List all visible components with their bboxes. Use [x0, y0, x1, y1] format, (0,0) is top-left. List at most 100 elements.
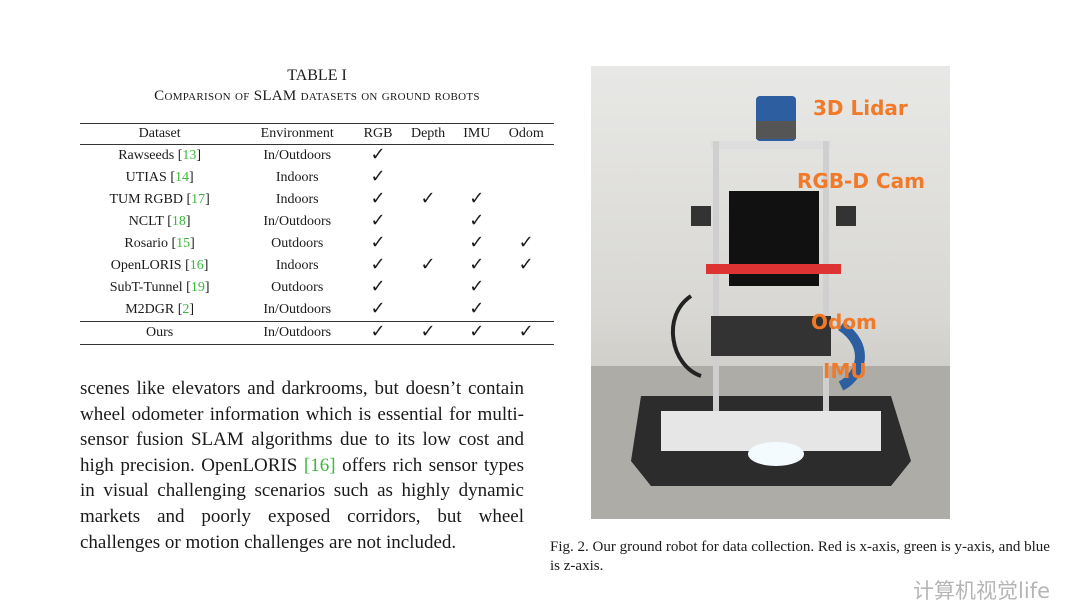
check-icon: ✓	[469, 232, 485, 253]
rgb-cell: ✓	[355, 322, 401, 345]
check-icon: ✓	[370, 232, 386, 253]
imu-cell: ✓	[455, 255, 498, 277]
imu-cell: ✓	[455, 211, 498, 233]
body-paragraph: scenes like elevators and darkrooms, but…	[80, 376, 524, 555]
check-icon: ✓	[370, 276, 386, 297]
table-row: UTIAS [14] Indoors ✓	[80, 167, 554, 189]
odom-cell: ✓	[498, 233, 554, 255]
table-row: OpenLORIS [16] Indoors ✓ ✓ ✓ ✓	[80, 255, 554, 277]
imu-cell	[455, 145, 498, 168]
citation-link[interactable]: 17	[191, 192, 206, 207]
dataset-cell: Rosario [15]	[124, 236, 195, 251]
check-icon: ✓	[370, 321, 386, 342]
dataset-cell: M2DGR [2]	[125, 302, 195, 317]
imu-cell: ✓	[455, 233, 498, 255]
check-icon: ✓	[469, 188, 485, 209]
dataset-cell: OpenLORIS [16]	[110, 258, 209, 273]
table-row: M2DGR [2] In/Outdoors ✓ ✓	[80, 299, 554, 322]
environment-cell: Outdoors	[271, 236, 324, 251]
imu-cell: ✓	[455, 277, 498, 299]
column-header: Odom	[508, 126, 544, 141]
depth-cell	[401, 299, 455, 322]
rgb-cell: ✓	[355, 299, 401, 322]
rgb-cell: ✓	[355, 255, 401, 277]
check-icon: ✓	[370, 298, 386, 319]
depth-cell: ✓	[401, 189, 455, 211]
citation-link[interactable]: 13	[182, 148, 197, 163]
odom-cell	[498, 299, 554, 322]
environment-cell: In/Outdoors	[263, 148, 332, 163]
citation-link[interactable]: [16]	[303, 454, 336, 476]
check-icon: ✓	[518, 254, 534, 275]
citation-link[interactable]: 15	[176, 236, 191, 251]
table-row: Rosario [15] Outdoors ✓ ✓ ✓	[80, 233, 554, 255]
table-row: Rawseeds [13] In/Outdoors ✓	[80, 145, 554, 168]
rgb-cell: ✓	[355, 167, 401, 189]
environment-cell: In/Outdoors	[263, 325, 332, 340]
odom-cell	[498, 145, 554, 168]
rgb-cell: ✓	[355, 189, 401, 211]
label-rgbd-cam: RGB-D Cam	[797, 169, 925, 193]
robot-photo: 3D Lidar RGB-D Cam Odom IMU	[591, 66, 950, 519]
odom-cell	[498, 211, 554, 233]
check-icon: ✓	[370, 188, 386, 209]
check-icon: ✓	[469, 298, 485, 319]
environment-cell: In/Outdoors	[263, 302, 332, 317]
environment-cell: Outdoors	[271, 280, 324, 295]
check-icon: ✓	[420, 254, 436, 275]
rgb-cell: ✓	[355, 233, 401, 255]
citation-link[interactable]: 14	[174, 170, 189, 185]
rgb-cell: ✓	[355, 277, 401, 299]
column-header: RGB	[363, 126, 393, 141]
citation-link[interactable]: 18	[171, 214, 186, 229]
citation-link[interactable]: 19	[190, 280, 205, 295]
watermark: 计算机视觉life	[913, 579, 1050, 603]
dataset-cell: Ours	[146, 325, 174, 340]
table-row: Ours In/Outdoors ✓ ✓ ✓ ✓	[80, 321, 554, 345]
dataset-cell: NCLT [18]	[128, 214, 191, 229]
column-header: Depth	[410, 126, 446, 141]
depth-cell	[401, 233, 455, 255]
table-row: SubT-Tunnel [19] Outdoors ✓ ✓	[80, 277, 554, 299]
label-imu: IMU	[823, 359, 867, 383]
depth-cell: ✓	[401, 322, 455, 345]
check-icon: ✓	[370, 144, 386, 165]
depth-cell	[401, 277, 455, 299]
environment-cell: Indoors	[275, 170, 319, 185]
dataset-cell: TUM RGBD [17]	[109, 192, 210, 207]
body-text-part2: offers rich sensor types in visual chall…	[80, 454, 524, 553]
imu-cell	[455, 167, 498, 189]
citation-link[interactable]: 16	[189, 258, 204, 273]
check-icon: ✓	[469, 254, 485, 275]
table-title: TABLE I	[287, 67, 347, 84]
dataset-cell: SubT-Tunnel [19]	[109, 280, 210, 295]
dataset-cell: Rawseeds [13]	[118, 148, 202, 163]
environment-cell: Indoors	[275, 192, 319, 207]
depth-cell	[401, 211, 455, 233]
depth-cell	[401, 145, 455, 168]
header-row: Dataset Environment RGB Depth IMU Odom	[80, 123, 554, 145]
odom-cell	[498, 277, 554, 299]
label-3d-lidar: 3D Lidar	[813, 96, 908, 120]
check-icon: ✓	[370, 254, 386, 275]
column-header: Dataset	[138, 126, 181, 141]
check-icon: ✓	[370, 210, 386, 231]
table-subtitle: Comparison of SLAM datasets on ground ro…	[154, 88, 480, 104]
depth-cell: ✓	[401, 255, 455, 277]
dataset-cell: UTIAS [14]	[125, 170, 194, 185]
citation-link[interactable]: 2	[182, 302, 190, 317]
environment-cell: Indoors	[275, 258, 319, 273]
odom-cell	[498, 189, 554, 211]
rgb-cell: ✓	[355, 211, 401, 233]
check-icon: ✓	[469, 276, 485, 297]
depth-cell	[401, 167, 455, 189]
label-odom: Odom	[811, 310, 877, 334]
check-icon: ✓	[469, 210, 485, 231]
body-text-part1: scenes like elevators and darkrooms, but…	[80, 378, 524, 476]
environment-cell: In/Outdoors	[263, 214, 332, 229]
figure-caption: Fig. 2. Our ground robot for data collec…	[550, 539, 1050, 574]
table-row: NCLT [18] In/Outdoors ✓ ✓	[80, 211, 554, 233]
check-icon: ✓	[518, 321, 534, 342]
odom-cell	[498, 167, 554, 189]
check-icon: ✓	[469, 321, 485, 342]
